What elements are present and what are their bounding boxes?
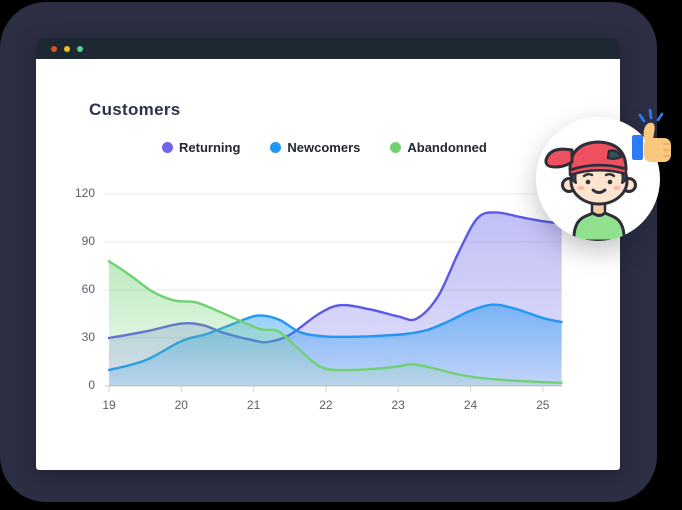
legend-dot-icon	[270, 142, 282, 153]
y-axis-label-0: 0	[88, 378, 95, 392]
x-axis-label-25: 25	[536, 398, 550, 412]
legend-label: Newcomers	[287, 140, 361, 155]
zoom-window-button[interactable]	[77, 45, 83, 52]
thumbs-up-reaction	[631, 106, 679, 170]
area-fill-abandonned	[109, 261, 562, 386]
legend-label: Returning	[179, 140, 241, 155]
y-axis-label-30: 30	[81, 330, 95, 344]
y-axis-label-90: 90	[81, 234, 95, 248]
legend-item-abandonned[interactable]: Abandonned	[390, 140, 487, 155]
x-axis-label-22: 22	[319, 398, 333, 412]
x-axis-label-20: 20	[174, 398, 188, 412]
legend-label: Abandonned	[407, 140, 487, 155]
series-line-abandonned	[107, 260, 563, 384]
x-axis-label-24: 24	[463, 398, 478, 412]
x-axis-label-21: 21	[246, 398, 261, 412]
chart-legend: Returning Newcomers Abandonned	[162, 140, 487, 155]
page-title: Customers	[89, 100, 181, 119]
window-header	[36, 38, 620, 59]
legend-item-returning[interactable]: Returning	[162, 140, 240, 155]
chart-plot-svg	[105, 193, 563, 392]
thumbs-up-icon	[632, 108, 671, 162]
x-axis-label-23: 23	[391, 398, 405, 412]
y-axis-label-120: 120	[74, 186, 95, 200]
close-window-button[interactable]	[51, 45, 57, 52]
y-axis-label-60: 60	[81, 282, 95, 296]
legend-dot-icon	[390, 142, 402, 153]
legend-dot-icon	[162, 142, 173, 153]
legend-item-newcomers[interactable]: Newcomers	[270, 140, 360, 155]
minimize-window-button[interactable]	[64, 45, 70, 52]
x-axis-label-19: 19	[102, 398, 116, 412]
boy-avatar-illustration	[544, 140, 637, 241]
